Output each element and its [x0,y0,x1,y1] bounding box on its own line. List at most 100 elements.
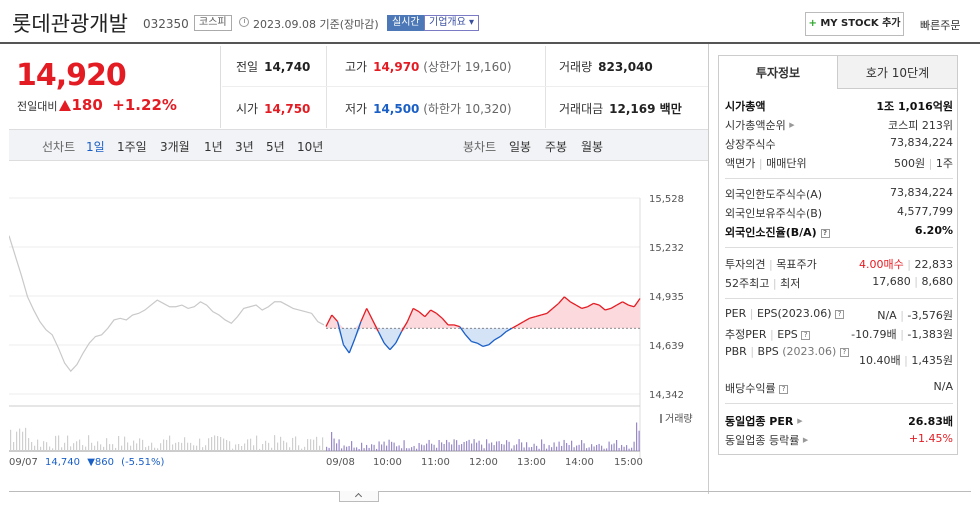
row-market-cap-rank[interactable]: 시가총액순위 ▶ 코스피 213위 [725,119,953,132]
volume-bar [100,444,102,451]
volume-bar [426,443,428,451]
volume-bar [476,442,478,451]
company-info-dropdown[interactable]: 기업개요 ▾ [424,15,479,31]
volume-bar [22,431,24,451]
price-segment [622,301,629,306]
candle-monthly[interactable]: 월봉 [581,140,604,154]
help-icon[interactable]: ? [835,310,845,319]
quote-low: 저가 14,500 (하한가 10,320) [345,102,512,116]
volume-bar [631,447,633,451]
row-industry-per[interactable]: 동일업종 PER ▶ 26.83배 [725,415,953,428]
period-1week[interactable]: 1주일 [117,140,147,154]
candle-chart-label: 봉차트 [463,140,497,154]
period-3year[interactable]: 3년 [235,140,254,154]
intraday-chart[interactable]: 15,528 15,232 14,935 14,639 14,342 09/08 10:0… [8,162,708,488]
volume-bar [178,442,180,451]
volume-bar [493,445,495,451]
help-icon[interactable]: ? [820,229,830,238]
row-52week: 52주최고 | 최저 17,680 | 8,680 [725,275,953,290]
price-segment [453,324,460,328]
volume-bar [313,439,315,451]
volume-bar [118,436,120,451]
period-3month[interactable]: 3개월 [160,140,190,154]
volume-bar [169,435,171,451]
period-1year[interactable]: 1년 [204,140,223,154]
realtime-button[interactable]: 실시간 [387,15,425,31]
period-10year[interactable]: 10년 [297,140,324,154]
prev-day-summary: 09/07 14,740 ▼860 (-5.51%) [9,457,164,468]
volume-bar [381,444,383,451]
volume-bar [124,436,126,451]
volume-bar [46,442,48,451]
up-triangle-icon [59,100,72,111]
period-1day[interactable]: 1일 [86,140,105,154]
volume-bar [298,445,300,451]
volume-bar [85,446,87,451]
volume-bar [396,446,398,451]
volume-bar [423,445,425,451]
volume-bar [328,447,330,451]
volume-bar [31,442,33,451]
help-icon[interactable]: ? [839,348,849,357]
help-icon[interactable]: ? [779,385,789,394]
volume-bar [348,446,350,451]
volume-bar [157,448,159,451]
volume-bar [343,445,345,451]
volume-bar [586,448,588,451]
volume-bar [247,439,249,451]
volume-bar [10,429,12,451]
volume-bar [406,448,408,451]
help-icon[interactable]: ? [801,331,811,340]
volume-bar [241,445,243,451]
volume-bar [316,436,318,451]
volume-bar [456,440,458,451]
volume-bar [79,439,81,451]
price-segment [593,302,600,306]
price-segment [604,307,612,311]
row-pbr: PBR | BPS (2023.06) ? 10.40배 | 1,435원 [725,345,953,367]
volume-bar [558,441,560,451]
candle-weekly[interactable]: 주봉 [545,140,568,154]
price-segment [424,309,432,318]
candle-daily[interactable]: 일봉 [509,140,532,154]
price-segment [494,335,501,341]
diff-label: 전일대비 [17,100,58,113]
volume-bar [576,445,578,451]
volume-bar [448,442,450,451]
volume-bar [538,448,540,451]
tab-invest-info[interactable]: 투자정보 [718,55,838,89]
row-industry-rate[interactable]: 동일업종 등락률 ▶ +1.45% [725,432,953,447]
volume-bar [598,443,600,451]
volume-bar [142,439,144,451]
clock-icon [239,17,249,27]
volume-bar [351,441,353,451]
volume-bar [353,447,355,451]
price-segment [354,321,362,339]
tab-orderbook[interactable]: 호가 10단계 [837,55,958,89]
add-mystock-button[interactable]: + MY STOCK 추가 [805,12,904,36]
quick-order-link[interactable]: 빠른주문 [920,19,961,32]
price-segment [552,302,560,309]
volume-bar [463,441,465,451]
volume-bar [76,441,78,451]
volume-bar [172,444,174,451]
volume-bar [112,444,114,451]
price-segment [418,311,426,318]
price-segment [500,331,507,337]
volume-bar [121,445,123,451]
volume-bar [606,448,608,451]
volume-bar [608,441,610,451]
period-5year[interactable]: 5년 [266,140,285,154]
invest-info-panel: 투자정보 호가 10단계 시가총액 1조 1,016억원 시가총액순위 ▶ 코스피 … [718,55,958,455]
volume-bar [16,431,18,451]
volume-bar [386,445,388,451]
volume-bar [175,442,177,451]
collapse-chart-button[interactable] [339,491,379,502]
row-est-per: 추정PER | EPS ? -10.79배 | -1,383원 [725,328,953,341]
volume-bar [58,435,60,451]
area-below-baseline [326,328,640,354]
chart-svg[interactable]: 15,528 15,232 14,935 14,639 14,342 09/08 10:0… [8,162,708,488]
volume-bar [202,447,204,451]
price-segment [348,337,356,354]
volume-bar [443,444,445,451]
